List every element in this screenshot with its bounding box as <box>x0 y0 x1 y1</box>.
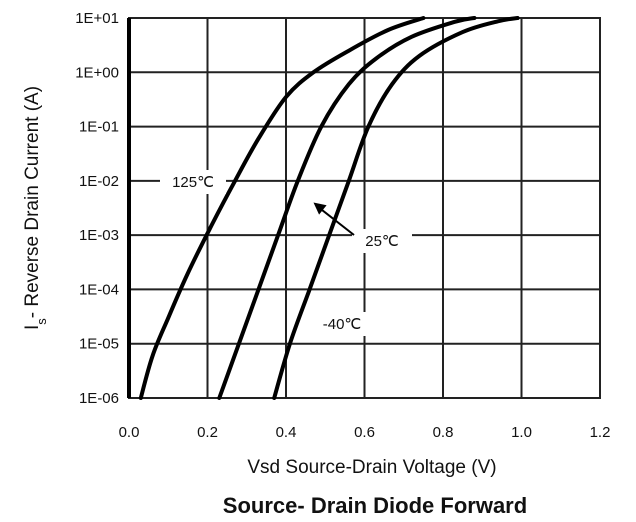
x-axis-title: Vsd Source-Drain Voltage (V) <box>247 457 496 478</box>
plot-grid <box>127 17 601 399</box>
annotation-label-2: -40℃ <box>323 316 362 333</box>
x-tick-label-6: 1.2 <box>590 424 611 441</box>
annotation-bg-1 <box>352 229 412 253</box>
annotation-label-0: 125℃ <box>172 174 214 191</box>
annotation-bg-0 <box>160 170 226 194</box>
x-tick-labels: 0.0 0.2 0.4 0.6 0.8 1.0 1.2 <box>119 424 611 441</box>
y-tick-label-2: 1E-01 <box>79 119 119 136</box>
y-tick-label-3: 1E-02 <box>79 173 119 190</box>
annotation-arrowhead-1 <box>313 202 327 215</box>
y-tick-label-7: 1E-06 <box>79 390 119 407</box>
x-tick-label-4: 0.8 <box>433 424 454 441</box>
y-axis-title-main: I <box>22 325 43 330</box>
x-tick-label-2: 0.4 <box>276 424 297 441</box>
y-axis-title-subscript: s <box>34 318 49 325</box>
x-tick-label-1: 0.2 <box>197 424 218 441</box>
y-axis-title-rest: - Reverse Drain Current (A) <box>22 86 43 318</box>
y-tick-label-6: 1E-05 <box>79 336 119 353</box>
x-tick-label-0: 0.0 <box>119 424 140 441</box>
chart-title: Source- Drain Diode Forward <box>223 493 527 518</box>
series-line-0 <box>138 16 426 400</box>
y-axis-title: Is- Reverse Drain Current (A) <box>22 86 49 330</box>
series-line-1 <box>217 16 477 400</box>
series-line-2 <box>272 16 520 400</box>
y-tick-labels: 1E+01 1E+00 1E-01 1E-02 1E-03 1E-04 1E-05 1E-06 <box>75 10 119 407</box>
annotations: 125℃ 25℃ -40℃ <box>160 170 412 336</box>
y-tick-label-1: 1E+00 <box>75 64 119 81</box>
y-tick-label-0: 1E+01 <box>75 10 119 27</box>
curves-group <box>138 16 520 400</box>
annotation-bg-2 <box>309 312 375 336</box>
x-tick-label-5: 1.0 <box>511 424 532 441</box>
annotation-label-1: 25℃ <box>365 233 399 250</box>
annotation-arrow-line-1 <box>316 205 355 236</box>
y-tick-label-4: 1E-03 <box>79 227 119 244</box>
x-tick-label-3: 0.6 <box>354 424 375 441</box>
y-tick-label-5: 1E-04 <box>79 281 119 298</box>
